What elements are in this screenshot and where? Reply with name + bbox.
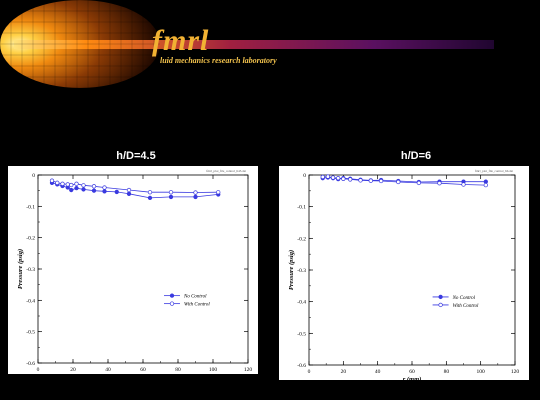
x-tick-label: 80 (444, 369, 450, 375)
y-tick-label: -0.1 (26, 204, 35, 210)
legend-marker (438, 302, 443, 308)
panel-title-left: h/D=4.5 (116, 150, 156, 162)
data-point (168, 194, 174, 200)
x-tick-label: 80 (175, 367, 181, 373)
data-point (330, 175, 336, 180)
data-point (49, 178, 55, 183)
y-axis-label: Pressure (psig) (288, 250, 295, 290)
data-point (60, 181, 65, 186)
data-point (483, 182, 488, 188)
x-tick-label: 60 (140, 367, 146, 373)
series-line-with-control (322, 176, 486, 186)
flame-band (14, 40, 494, 49)
data-point (102, 185, 107, 190)
data-point (168, 190, 174, 195)
panel-title-right: h/D=6 (400, 150, 432, 162)
data-point (461, 182, 466, 187)
file-stamp: fmrl_plot_file_control_h45.dat (206, 169, 246, 173)
legend-marker (169, 293, 175, 298)
data-point (81, 187, 86, 192)
data-point (437, 181, 442, 186)
data-point (358, 178, 363, 183)
x-tick-label: 40 (375, 369, 381, 375)
y-tick-label: -0.3 (297, 268, 306, 274)
data-point (396, 179, 401, 185)
x-tick-label: 120 (244, 367, 253, 373)
plot-frame (37, 174, 249, 364)
data-point (336, 176, 341, 181)
y-tick-label: -0.6 (297, 363, 306, 369)
data-point (341, 176, 346, 181)
data-point (378, 178, 384, 184)
legend-label: With Control (453, 304, 479, 309)
y-tick-label: -0.5 (26, 330, 35, 336)
x-tick-label: 20 (70, 367, 76, 373)
y-axis-label: Pressure (psig) (17, 249, 24, 289)
legend-marker (438, 294, 443, 300)
data-point (91, 188, 97, 193)
data-point (193, 194, 198, 200)
data-point (102, 189, 107, 194)
y-tick-label: -0.2 (26, 236, 35, 242)
x-tick-label: 60 (409, 369, 415, 375)
file-stamp: fmrl_plot_file_control_h6.dat (475, 169, 513, 173)
legend-marker (169, 301, 175, 306)
x-axis-label: r (mm) (403, 376, 422, 380)
data-point (74, 186, 79, 191)
data-point (126, 187, 132, 193)
banner-grid (0, 0, 160, 89)
y-tick-label: -0.5 (297, 331, 306, 337)
logo-subtitle: luid mechanics research laboratory (160, 56, 277, 65)
data-point (193, 190, 198, 195)
x-tick-label: 40 (105, 367, 111, 373)
chart-card-left: 0 -0.1 -0.2 -0.3 -0.4 -0.5 -0.6 0 20 40 60 80 100 120… (8, 166, 258, 374)
legend-label: No Control (452, 296, 476, 301)
data-point (147, 195, 153, 201)
data-point (114, 189, 119, 195)
pressure-chart-right: 0-0.1-0.2-0.3-0.4-0.5-0.60 20 40 60 80 100 120… (288, 169, 520, 380)
y-tick-label: -0.6 (26, 361, 35, 367)
data-point (55, 180, 60, 185)
data-point (216, 190, 221, 195)
y-tick-label: 0 (32, 173, 35, 179)
chart-card-right: 0 -0.1 -0.2 -0.3 -0.4 -0.5 -0.6 0 20 40 60 80 100 120… (279, 166, 529, 380)
x-tick-label: 20 (341, 369, 347, 375)
data-point (74, 181, 79, 186)
plot-frame (308, 174, 516, 366)
data-point (69, 187, 74, 193)
data-point (81, 183, 86, 188)
x-tick-label: 120 (511, 369, 520, 375)
logo-text: fmrl (152, 24, 210, 57)
y-tick-label: -0.4 (297, 300, 306, 306)
y-tick-label: -0.2 (297, 236, 306, 242)
data-point (65, 182, 70, 187)
y-tick-label: -0.1 (297, 205, 306, 211)
legend-label: With Control (184, 303, 210, 308)
y-tick-label: -0.4 (26, 298, 35, 304)
data-point (348, 177, 353, 182)
data-point (416, 180, 422, 186)
y-tick-label: 0 (303, 173, 306, 179)
y-tick-label: -0.3 (26, 267, 35, 273)
data-point (483, 179, 488, 184)
data-point (320, 174, 325, 180)
data-point (368, 178, 373, 183)
x-tick-label: 100 (477, 369, 486, 375)
x-tick-label: 100 (209, 367, 218, 373)
data-point (69, 182, 74, 188)
x-tick-label: 0 (308, 369, 311, 375)
data-point (91, 184, 97, 189)
data-point (126, 191, 132, 196)
series-line-no-control (322, 177, 486, 183)
data-point (325, 174, 331, 179)
x-tick-label: 0 (37, 367, 40, 373)
legend-label: No Control (183, 295, 207, 300)
data-point (147, 190, 153, 195)
header-banner (0, 0, 494, 89)
pressure-chart-left: 0-0.1-0.2-0.3-0.4-0.5-0.60 20 40 60 80 100 120… (17, 169, 253, 373)
